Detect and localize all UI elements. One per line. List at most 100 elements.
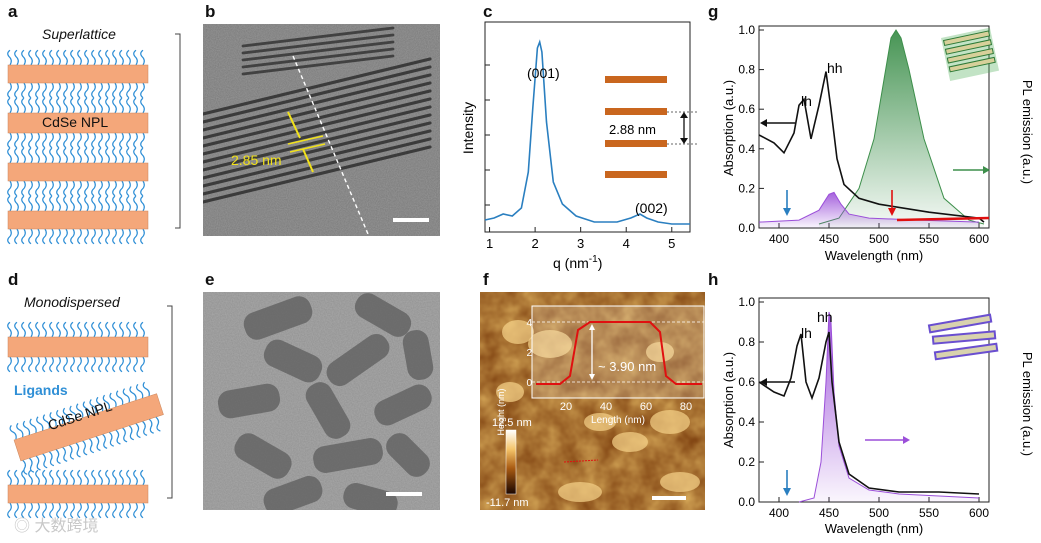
ligand-strand [7,228,12,245]
stripe [203,129,432,188]
ligand-strand [140,97,145,114]
ligand-strand [77,321,82,338]
arrow-head [983,166,990,174]
ligand-strand [119,502,124,519]
ligand-strand [135,423,141,439]
ligand-strand [42,321,47,338]
ligand-strand [7,356,12,373]
ligand-strand [105,469,110,486]
ligand-strand [63,180,68,197]
ligand-strand [63,502,68,519]
ligand-strand [14,147,19,164]
ligand-strand [49,195,54,212]
stripe [203,97,432,156]
ligand-strand [56,82,61,99]
ligand-strand [91,147,96,164]
tem-image-superlattice: 2.85 nm [203,24,440,236]
ligand-strand [133,321,138,338]
ligand-strand [49,321,54,338]
ligand-strand [49,82,54,99]
ligand-strand [28,321,33,338]
ligand-strand [84,502,89,519]
ligand-strand [96,396,104,412]
npl-rod [243,296,313,340]
ligand-strand [70,502,75,519]
inset-ytick: 0 [526,378,532,389]
afm-particle [650,410,690,434]
ligand-strand [98,49,103,66]
ligand-strand [84,82,89,99]
ligand-strand [112,502,117,519]
ligand-strand [140,147,145,164]
npl-rod [234,433,292,479]
height-profile-line [536,321,702,385]
ligand-strand [105,356,110,373]
ligand-strand [98,469,103,486]
ligand-strand [112,97,117,114]
inset-xtick: 20 [560,401,572,413]
y-tick-label: 0.2 [738,455,755,469]
npl-rod [374,384,432,426]
ligand-strand [14,321,19,338]
stripe [203,121,432,180]
plot-frame [484,21,691,233]
ligand-strand [112,321,117,338]
arrow-head [680,138,688,144]
ligand-strand [119,228,124,245]
afm-particle [502,320,534,344]
ligand-strand [108,431,114,447]
ligand-strand [95,436,101,452]
stripe [203,113,432,172]
panel-label-g: g [708,2,719,21]
peak-001-label: (001) [527,65,560,81]
ligand-strand [82,401,91,416]
x-tick-label: 550 [919,506,939,520]
scale-bar [393,218,429,222]
tem-image-monodispersed [203,292,440,510]
x-tick-label: 450 [819,506,839,520]
ligand-strand [69,405,77,421]
afm-particles [496,320,700,502]
ligand-strand [128,425,134,441]
npl-slab [7,210,149,230]
ligand-strand [42,82,47,99]
x-tick-label: 400 [769,232,789,246]
ligand-strand [49,469,54,486]
ligand-strand [35,180,40,197]
ligand-strand [14,469,19,486]
ligand-strand [140,132,145,149]
ligand-strand [28,195,33,212]
saxs-chart: (001) (002) 2.88 nm Intensity 1 2 3 4 5 … [460,21,699,271]
ligand-strand [49,228,54,245]
ligand-strand [14,502,19,519]
ligand-strand [84,321,89,338]
stripe [241,26,395,48]
y-tick-label: 0.8 [738,335,755,349]
y-axis-label: Intensity [460,102,476,154]
ligand-strand [49,49,54,66]
ligand-strand [70,147,75,164]
ligand-strand [70,356,75,373]
ligand-strand [56,469,61,486]
ligand-strand [133,97,138,114]
ligand-strand [126,502,131,519]
stripe [241,40,395,62]
ligand-strand [63,82,68,99]
ligand-strand [42,414,51,429]
yellow-arrow [287,111,301,139]
ligand-strand [112,228,117,245]
ligand-strand [133,502,138,519]
ligand-strand [142,420,148,436]
x-tick-label: 600 [969,232,989,246]
ligand-strand [84,356,89,373]
y-tick-label: 0.6 [738,102,755,116]
ligand-strand [7,82,12,99]
ligand-strand [55,449,61,465]
ligand-strand [70,180,75,197]
ligand-strand [105,180,110,197]
ligand-strand [112,356,117,373]
stack-bar [605,108,667,115]
ligand-strand [35,356,40,373]
ligand-strand [56,502,61,519]
ligand-strand [77,502,82,519]
